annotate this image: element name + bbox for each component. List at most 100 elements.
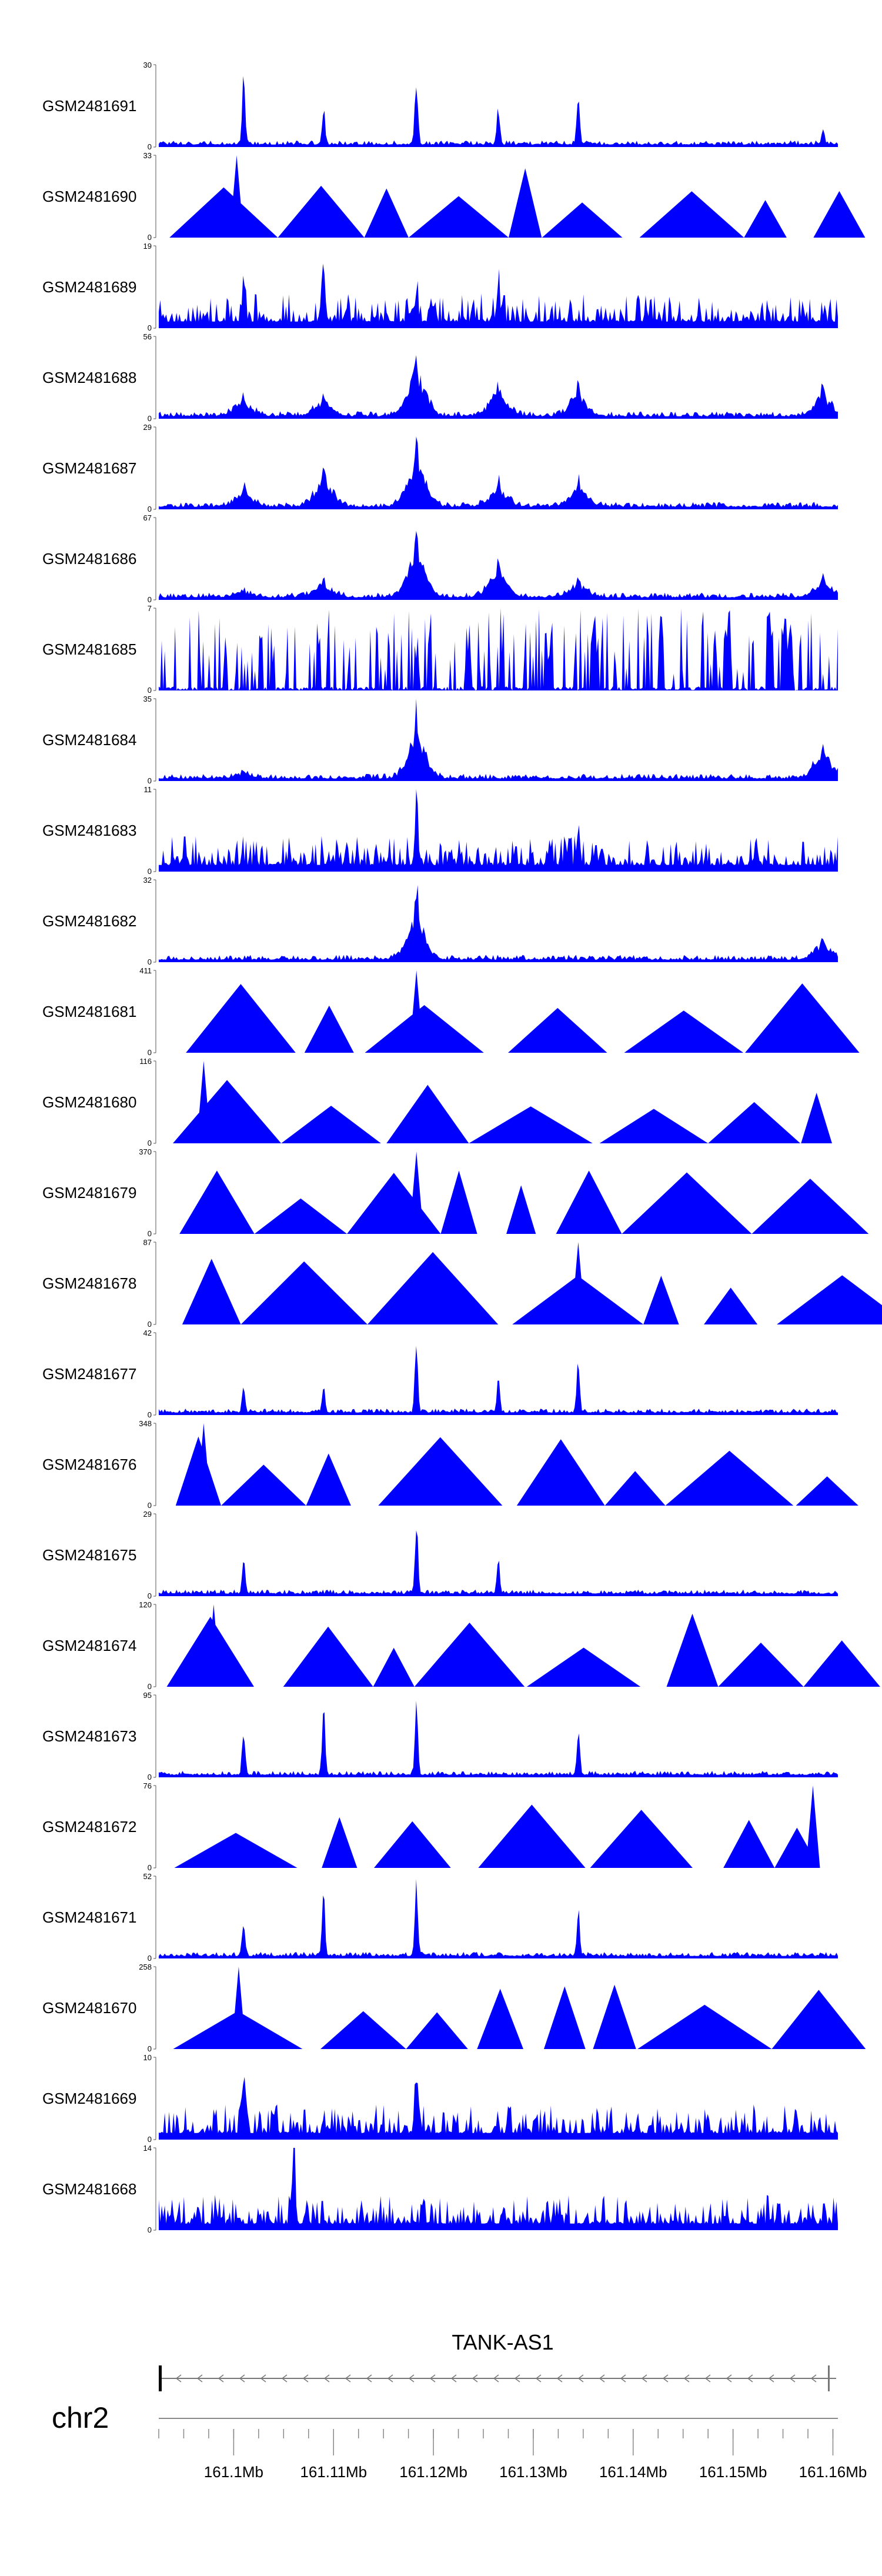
ymax-label: 42	[143, 1329, 152, 1337]
strand-arrow	[577, 2374, 584, 2383]
coverage-area	[159, 530, 838, 600]
ymin-label: 0	[148, 867, 152, 876]
xtick-label: 161.1Mb	[204, 2463, 263, 2481]
strand-arrow	[175, 2374, 182, 2383]
ymin-label: 0	[148, 2135, 152, 2144]
xtick-label: 161.13Mb	[499, 2463, 567, 2481]
track-GSM2481689: GSM2481689 19 0	[42, 242, 838, 332]
ymin-label: 0	[148, 505, 152, 513]
track-label: GSM2481687	[42, 459, 136, 477]
track-label: GSM2481674	[42, 1637, 136, 1654]
coverage-area	[159, 789, 838, 872]
track-label: GSM2481671	[42, 1908, 136, 1926]
track-label: GSM2481680	[42, 1093, 136, 1111]
ymin-label: 0	[148, 595, 152, 604]
ymax-label: 10	[143, 2053, 152, 2062]
strand-arrow	[493, 2374, 499, 2383]
ymax-label: 29	[143, 1510, 152, 1519]
track-label: GSM2481668	[42, 2180, 136, 2198]
ymin-label: 0	[148, 2044, 152, 2053]
xtick-label: 161.14Mb	[599, 2463, 667, 2481]
ymax-label: 11	[144, 785, 152, 794]
strand-arrow	[683, 2374, 690, 2383]
xtick-label: 161.11Mb	[300, 2463, 367, 2481]
ymax-label: 33	[143, 151, 152, 160]
ymax-label: 76	[143, 1781, 152, 1790]
gene-exon	[159, 2365, 162, 2391]
track-label: GSM2481690	[42, 188, 136, 205]
coverage-area	[159, 699, 838, 781]
track-label: GSM2481681	[42, 1003, 136, 1020]
ymax-label: 35	[143, 695, 152, 703]
strand-arrow	[387, 2374, 393, 2383]
track-GSM2481668: GSM2481668 14 0	[42, 2144, 838, 2234]
track-GSM2481676: GSM2481676 348 0	[42, 1419, 858, 1510]
ymax-label: 120	[139, 1600, 152, 1609]
ymax-label: 19	[143, 242, 152, 251]
coverage-area	[174, 1786, 820, 1868]
track-label: GSM2481685	[42, 640, 136, 658]
strand-arrow	[196, 2374, 203, 2383]
strand-arrow	[789, 2374, 796, 2383]
track-label: GSM2481689	[42, 278, 136, 296]
track-GSM2481670: GSM2481670 258 0	[42, 1963, 866, 2053]
strand-arrow	[641, 2374, 647, 2383]
coverage-area	[159, 436, 838, 509]
strand-arrow	[323, 2374, 330, 2383]
ymin-label: 0	[148, 323, 152, 332]
track-label: GSM2481675	[42, 1546, 136, 1564]
coverage-area	[159, 76, 838, 147]
track-GSM2481686: GSM2481686 67 0	[42, 513, 838, 604]
ymin-label: 0	[148, 776, 152, 785]
strand-arrow	[662, 2374, 669, 2383]
track-label: GSM2481688	[42, 369, 136, 386]
track-label: GSM2481677	[42, 1365, 136, 1383]
strand-arrow	[556, 2374, 563, 2383]
coverage-area	[159, 263, 838, 328]
strand-arrow	[450, 2374, 457, 2383]
ymin-label: 0	[148, 1410, 152, 1419]
track-label: GSM2481673	[42, 1727, 136, 1745]
ymin-label: 0	[148, 1954, 152, 1963]
ymin-label: 0	[148, 1048, 152, 1057]
ymax-label: 116	[139, 1057, 152, 1066]
track-GSM2481684: GSM2481684 35 0	[42, 695, 838, 785]
coverage-area	[159, 355, 838, 419]
strand-arrow	[514, 2374, 520, 2383]
ymax-label: 348	[139, 1419, 152, 1428]
ymin-label: 0	[148, 1591, 152, 1600]
track-GSM2481672: GSM2481672 76 0	[42, 1781, 820, 1872]
coverage-area	[159, 608, 838, 690]
coverage-area	[159, 1346, 838, 1415]
strand-arrow	[472, 2374, 478, 2383]
coverage-area	[166, 1604, 880, 1687]
track-GSM2481688: GSM2481688 56 0	[42, 332, 838, 423]
gene-label: TANK-AS1	[452, 2330, 553, 2354]
track-GSM2481687: GSM2481687 29 0	[42, 423, 838, 513]
track-GSM2481682: GSM2481682 32 0	[42, 876, 838, 966]
ymin-label: 0	[148, 686, 152, 695]
ymax-label: 14	[143, 2144, 152, 2153]
track-GSM2481690: GSM2481690 33 0	[42, 151, 866, 242]
strand-arrow	[239, 2374, 245, 2383]
strand-arrow	[260, 2374, 266, 2383]
coverage-area	[175, 1423, 858, 1506]
ymax-label: 411	[139, 966, 152, 975]
ymin-label: 0	[148, 1501, 152, 1510]
strand-arrow	[302, 2374, 309, 2383]
ymax-label: 56	[143, 332, 152, 341]
coverage-area	[159, 1700, 838, 1777]
ymin-label: 0	[148, 1773, 152, 1781]
ymax-label: 30	[143, 61, 152, 69]
track-label: GSM2481691	[42, 97, 136, 115]
coverage-area	[159, 2077, 838, 2140]
track-GSM2481680: GSM2481680 116 0	[42, 1057, 832, 1147]
ymin-label: 0	[148, 1139, 152, 1147]
coverage-tracks: GSM2481691300GSM2481690330GSM2481689190G…	[42, 61, 882, 2234]
track-GSM2481677: GSM2481677 42 0	[42, 1329, 838, 1419]
track-GSM2481691: GSM2481691 30 0	[42, 61, 838, 151]
strand-arrow	[810, 2374, 817, 2383]
strand-arrow	[768, 2374, 774, 2383]
strand-arrow	[366, 2374, 372, 2383]
track-label: GSM2481683	[42, 822, 136, 839]
